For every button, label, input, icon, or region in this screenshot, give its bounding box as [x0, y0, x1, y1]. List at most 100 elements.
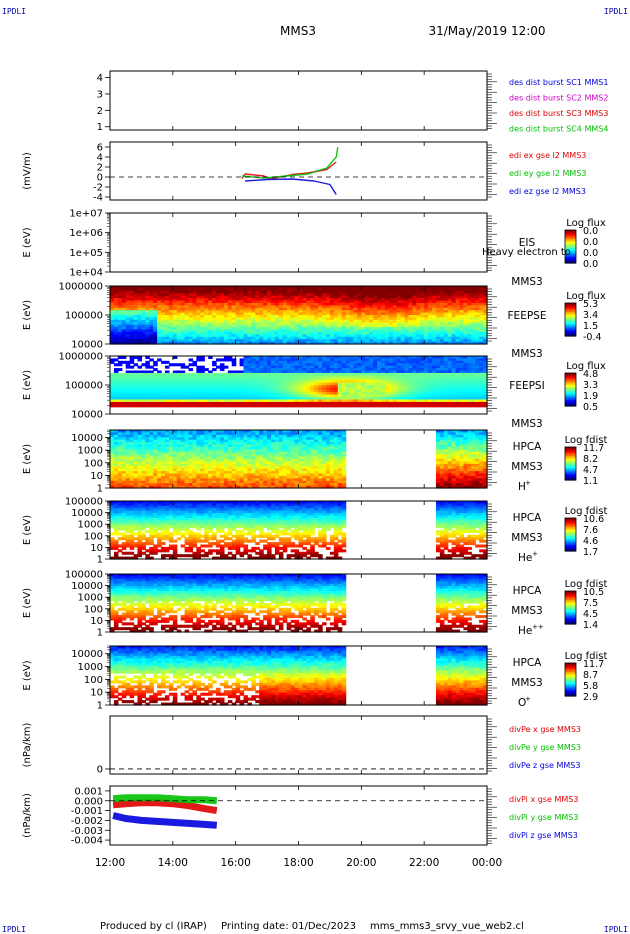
spectrogram-cell: [121, 295, 127, 299]
spectrogram-cell: [424, 356, 429, 360]
spectrogram-cell: [333, 295, 339, 299]
spectrogram-cell: [141, 317, 146, 321]
colorbar-cell: [565, 234, 576, 237]
spectrogram-cell: [377, 293, 382, 297]
spectrogram-cell: [110, 341, 115, 345]
spectrogram-cell: [447, 360, 453, 364]
spectrogram-cell: [357, 300, 362, 304]
spectrogram-cell: [227, 298, 233, 302]
spectrogram-cell: [137, 444, 143, 448]
spectrogram-cell: [247, 392, 252, 396]
spectrogram-cell: [204, 331, 209, 335]
spectrogram-cell: [153, 480, 158, 484]
spectrogram-cell: [447, 365, 453, 369]
spectrogram-cell: [314, 356, 319, 360]
spectrogram-cell: [157, 300, 162, 304]
spectrogram-cell: [164, 319, 170, 323]
spectrogram-cell: [463, 380, 468, 384]
spectrogram-cell: [349, 389, 355, 393]
spectrogram-cell: [125, 360, 131, 364]
spectrogram-cell: [435, 404, 441, 408]
spectrogram-cell: [345, 358, 351, 362]
spectrogram-cell: [113, 382, 119, 386]
spectrogram-cell: [329, 401, 335, 405]
spectrogram-cell: [333, 327, 339, 331]
spectrogram-cell: [353, 399, 359, 403]
spectrogram-cell: [369, 290, 374, 294]
spectrogram-cell: [388, 288, 394, 292]
spectrogram-cell: [137, 394, 143, 398]
spectrogram-cell: [435, 401, 441, 405]
spectrogram-cell: [322, 399, 327, 403]
spectrogram-cell: [357, 389, 362, 393]
spectrogram-cell: [451, 307, 457, 311]
spectrogram-cell: [200, 341, 205, 345]
spectrogram-cell: [314, 286, 319, 290]
spectrogram-cell: [325, 380, 331, 384]
spectrogram-cell: [267, 387, 272, 391]
spectrogram-cell: [357, 394, 362, 398]
spectrogram-cell: [216, 377, 221, 381]
spectrogram-cell: [184, 377, 190, 381]
spectrogram-cell: [483, 377, 488, 381]
spectrogram-cell: [168, 454, 174, 458]
spectrogram-cell: [274, 372, 280, 376]
spectrogram-cell: [251, 331, 256, 335]
spectrogram-cell: [349, 300, 355, 304]
spectrogram-cell: [384, 329, 390, 333]
spectrogram-cell: [204, 377, 209, 381]
spectrogram-cell: [235, 305, 241, 309]
spectrogram-cell: [298, 329, 304, 333]
spectrogram-cell: [475, 365, 480, 369]
spectrogram-cell: [239, 336, 245, 340]
spectrogram-cell: [416, 387, 421, 391]
spectrogram-cell: [188, 300, 194, 304]
spectrogram-cell: [459, 307, 465, 311]
spectrogram-cell: [325, 334, 331, 338]
spectrogram-cell: [373, 288, 378, 292]
spectrogram-cell: [451, 329, 457, 333]
spectrogram-cell: [396, 387, 402, 391]
spectrogram-cell: [467, 302, 472, 306]
spectrogram-cell: [447, 322, 453, 326]
spectrogram-cell: [361, 397, 366, 401]
spectrogram-cell: [235, 322, 241, 326]
spectrogram-cell: [161, 302, 166, 306]
spectrogram-cell: [282, 329, 288, 333]
spectrogram-cell: [345, 300, 351, 304]
spectrogram-cell: [369, 334, 374, 338]
spectrogram-cell: [247, 394, 252, 398]
spectrogram-cell: [475, 295, 480, 299]
spectrogram-cell: [184, 380, 190, 384]
spectrogram-cell: [133, 295, 139, 299]
spectrogram-cell: [219, 315, 225, 319]
spectrogram-cell: [239, 341, 245, 345]
spectrogram-cell: [125, 478, 131, 482]
spectrogram-cell: [259, 329, 264, 333]
spectrogram-cell: [388, 310, 394, 314]
spectrogram-cell: [110, 466, 115, 470]
spectrogram-cell: [216, 307, 221, 311]
spectrogram-cell: [176, 329, 182, 333]
spectrogram-cell: [310, 319, 315, 323]
spectrogram-cell: [149, 302, 154, 306]
spectrogram-cell: [314, 300, 319, 304]
spectrogram-cell: [278, 293, 284, 297]
spectrogram-cell: [286, 377, 292, 381]
spectrogram-cell: [141, 485, 146, 489]
spectrogram-cell: [141, 336, 146, 340]
spectrogram-cell: [400, 339, 406, 343]
spectrogram-cell: [432, 298, 437, 302]
spectrogram-cell: [314, 317, 319, 321]
spectrogram-cell: [329, 322, 335, 326]
spectrogram-cell: [267, 360, 272, 364]
spectrogram-cell: [216, 329, 221, 333]
spectrogram-cell: [110, 456, 115, 460]
spectrogram-cell: [188, 380, 194, 384]
spectrogram-cell: [110, 478, 115, 482]
spectrogram-cell: [263, 307, 268, 311]
spectrogram-cell: [172, 295, 178, 299]
spectrogram-cell: [239, 315, 245, 319]
spectrogram-cell: [121, 442, 127, 446]
spectrogram-cell: [396, 392, 402, 396]
